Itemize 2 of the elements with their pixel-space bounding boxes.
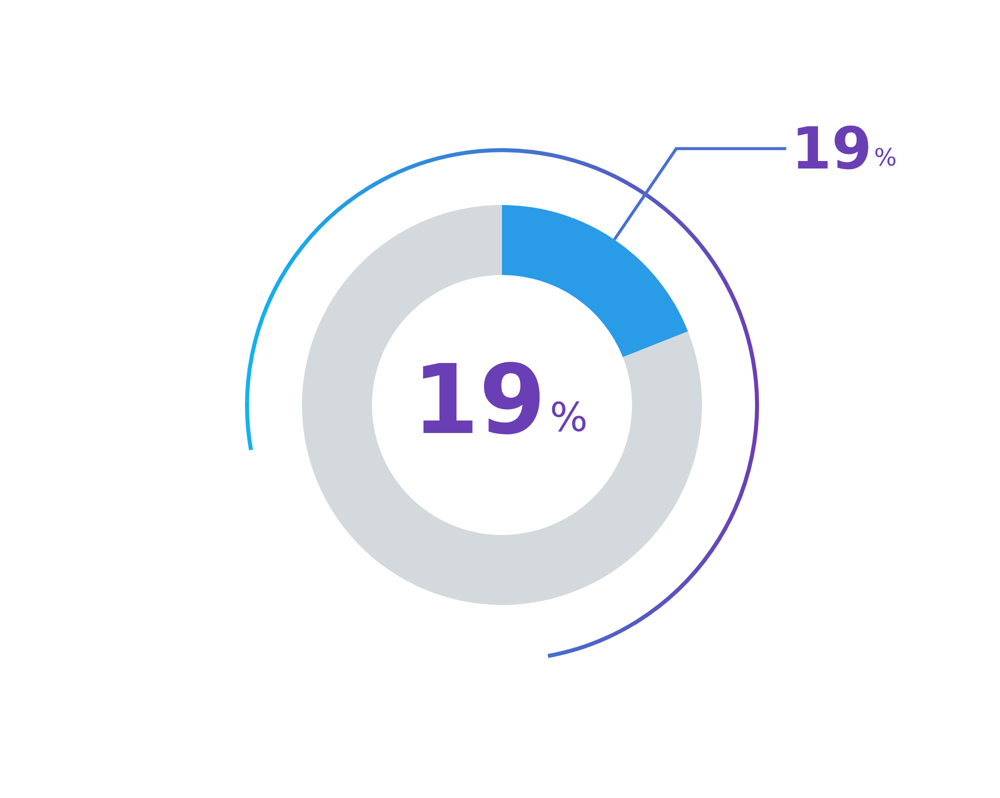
text: 19% — [412, 344, 588, 456]
data-label: 19% — [791, 114, 897, 183]
